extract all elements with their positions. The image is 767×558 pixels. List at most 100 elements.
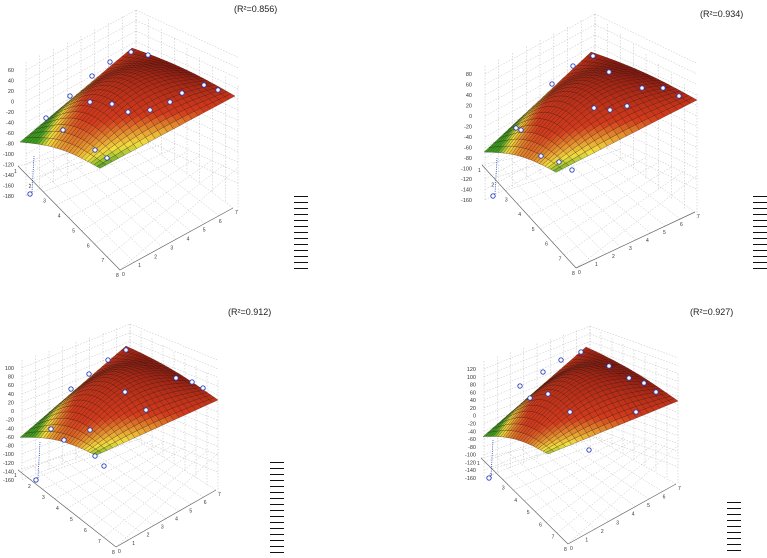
z-tick-label: -20 [464,125,472,131]
y-tick-label: 3 [502,486,505,492]
data-point [540,369,546,375]
r2-label-2: (R²=0.934) [700,9,744,19]
legend-swatch [753,202,767,203]
data-point [189,379,195,385]
legend-swatch [294,268,308,269]
surface-plot-1: 6040200-20-40-60-80-100-120-140-160-1800… [3,9,239,279]
x-tick-label: 2 [612,254,615,260]
x-tick-label: 4 [187,237,190,243]
z-tick-label: 0 [469,114,472,120]
z-tick-label: -80 [6,142,14,148]
legend-swatch [270,486,284,487]
y-tick-label: 8 [112,550,115,556]
r2-label-3: (R²=0.912) [228,307,272,317]
x-tick-label: 6 [204,500,207,506]
data-point [67,93,73,99]
legend-swatch [270,498,284,499]
z-tick-label: -40 [6,426,14,432]
legend-swatch [294,244,308,245]
x-tick-label: 1 [132,541,135,547]
surface-chart-4: (R²=0.927) 120 100 80 60 40 20 0 -20 -40 -60 -80 -1… [384,276,767,553]
data-point [606,363,612,369]
legend-swatch [270,528,284,529]
x-axis-ticks: 0 1 2 3 4 5 6 7 [122,210,238,278]
y-tick-label: 2 [491,183,494,189]
surface-chart-3: (R²=0.912) 100 80 60 40 20 0 -20 -40 -60 -80 -100-… [0,276,383,556]
surface-plot-2: 80 60 40 20 0 -20 -40 -60 -80 -100 -120 -140 -160 0 1 2… [461,13,700,277]
z-tick-label: 100 [5,366,14,372]
data-point [125,109,131,115]
y-tick-label: 7 [101,258,104,264]
x-tick-label: 3 [629,246,632,252]
data-point [122,389,128,395]
z-tick-label: 0 [11,409,14,415]
z-tick-label: -160 [461,198,472,204]
x-axis-ticks: 0 1 2 3 4 5 6 7 [570,486,681,552]
legend-swatch [270,552,284,553]
data-point [486,475,492,481]
legend-swatch [294,238,308,239]
z-tick-label: 20 [8,89,14,95]
data-point [215,87,221,93]
axes [17,469,217,548]
data-point [68,386,74,392]
data-point [527,395,533,401]
y-tick-label: 6 [545,242,548,248]
z-axis-ticks: 100 80 60 40 20 0 -20 -40 -60 -80 -100 -120 -140 -160 [3,366,14,484]
y-tick-label: 6 [87,243,90,249]
legend-swatch [270,474,284,475]
data-point [109,101,115,107]
surface-mesh [482,346,679,455]
z-tick-label: -160 [3,184,14,190]
data-points [486,349,659,481]
z-tick-label: -100 [461,167,472,173]
data-point [513,125,519,131]
legend-swatch [294,262,308,263]
color-legend-2 [753,196,767,274]
z-tick-label: -40 [6,121,14,127]
data-point [143,407,149,413]
data-point [517,383,523,389]
x-tick-label: 3 [161,525,164,531]
z-tick-label: -60 [6,435,14,441]
y-tick-label: 7 [98,539,101,545]
legend-swatch [753,256,767,257]
x-tick-label: 1 [585,537,588,543]
data-points [27,49,221,197]
y-tick-label: 6 [84,528,87,534]
floor-grid [481,139,698,269]
y-tick-label: 5 [72,228,75,234]
data-point [107,59,113,65]
z-tick-label: -80 [464,156,472,162]
legend-swatch [727,532,741,533]
x-tick-label: 5 [647,503,650,509]
x-axis-ticks: 0 1 2 3 4 5 6 7 [118,492,221,555]
z-tick-label: 60 [466,83,472,89]
y-tick-label: 1 [477,461,480,467]
data-point [633,409,639,415]
x-tick-label: 2 [147,533,150,539]
legend-swatch [753,220,767,221]
axes [17,165,234,271]
z-tick-label: 80 [466,72,472,78]
x-tick-label: 5 [203,228,206,234]
surface-chart-1: (R²=0.856) 60 40 20 0 -20 -40 -60 -80 -100 -120 -1… [0,0,383,279]
z-tick-label: -40 [464,135,472,141]
surface-plot-4: 120100806040200-20-40-60-80-100-120-140-… [465,325,681,553]
legend-swatch [727,544,741,545]
data-point [586,447,592,453]
color-legend-3 [270,462,284,558]
data-point [545,391,551,397]
legend-swatch [294,226,308,227]
x-tick-label: 0 [118,549,121,555]
x-axis-ticks: 0 1 2 3 4 5 6 7 [578,214,700,276]
legend-swatch [294,202,308,203]
legend-swatch [294,256,308,257]
data-point [201,82,207,88]
z-tick-label: 40 [470,398,476,404]
legend-swatch [753,262,767,263]
x-tick-label: 7 [218,492,221,498]
surface-mesh [483,51,698,173]
